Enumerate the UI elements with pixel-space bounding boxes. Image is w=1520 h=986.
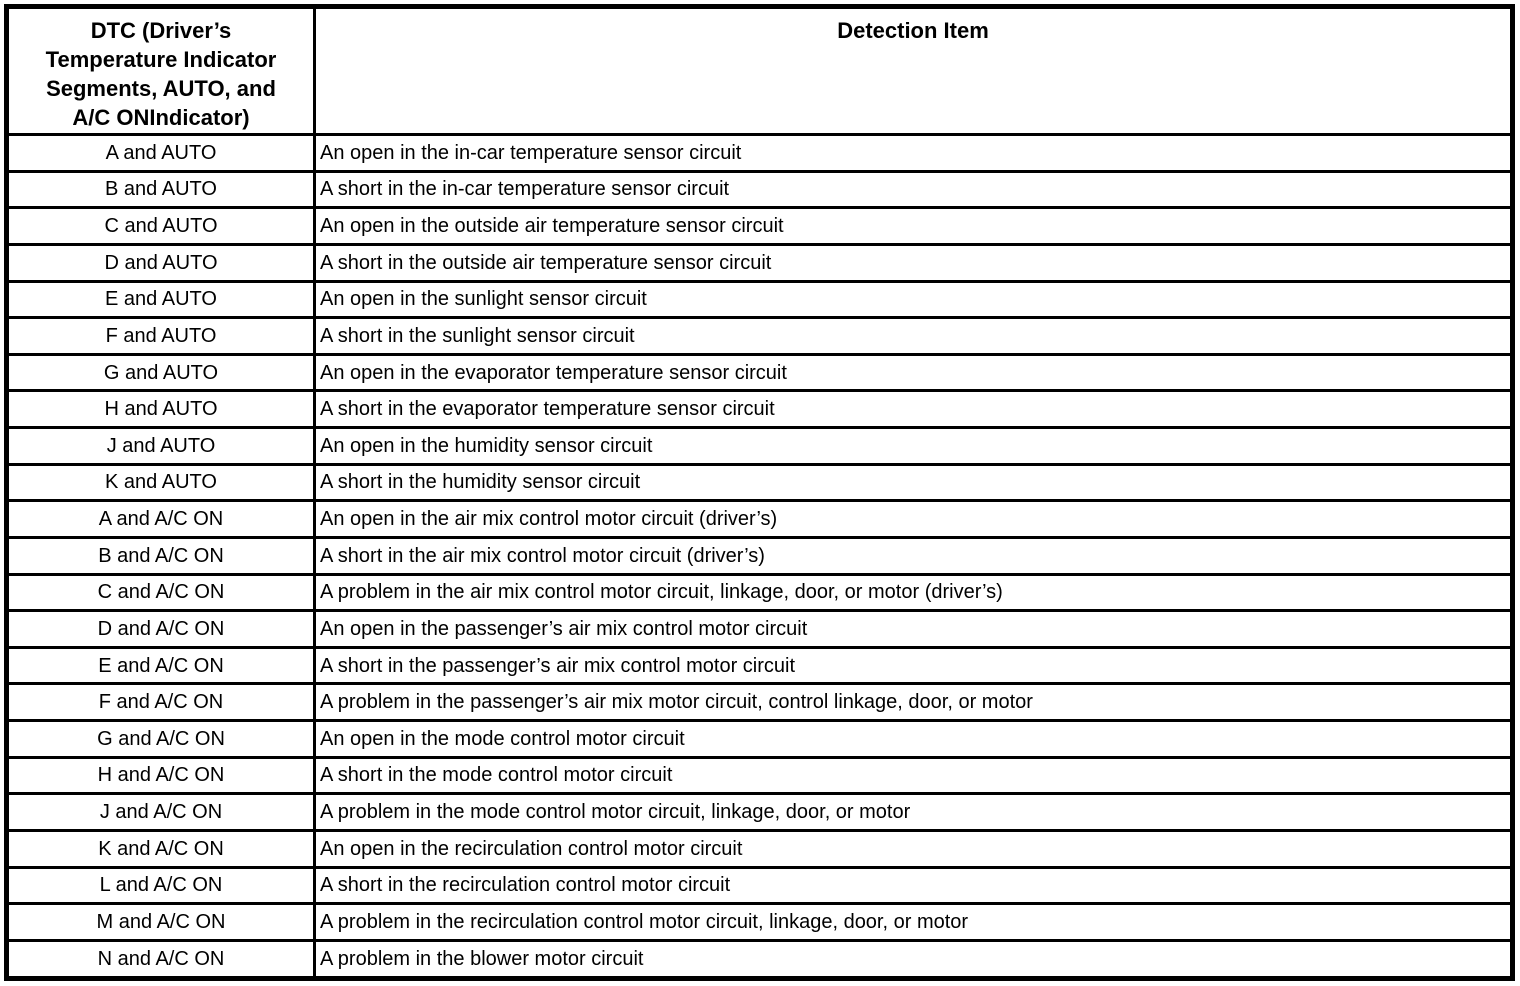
detection-item-cell: A problem in the air mix control motor c… [313,572,1514,613]
dtc-cell: E and AUTO [5,279,316,320]
table-row: A and A/C ON An open in the air mix cont… [5,499,1514,539]
detection-item-cell: An open in the mode control motor circui… [313,719,1514,759]
detection-item-cell: A short in the sunlight sensor circuit [313,316,1514,356]
detection-item-cell: A problem in the recirculation control m… [313,902,1514,942]
table-row: C and AUTO An open in the outside air te… [5,206,1514,246]
detection-item-cell: A short in the humidity sensor circuit [313,462,1514,503]
detection-item-cell: A short in the evaporator temperature se… [313,389,1514,429]
table-row: J and AUTO An open in the humidity senso… [5,426,1514,466]
dtc-detection-table-wrap: DTC (Driver’s Temperature Indicator Segm… [4,4,1515,981]
dtc-cell: E and A/C ON [5,645,316,686]
dtc-cell: N and A/C ON [5,938,316,981]
table-row: M and A/C ON A problem in the recirculat… [5,902,1514,942]
dtc-cell: G and A/C ON [5,719,316,759]
dtc-cell: D and AUTO [5,242,316,283]
detection-item-cell: A short in the passenger’s air mix contr… [313,645,1514,686]
dtc-cell: H and A/C ON [5,755,316,796]
table-row: E and AUTO An open in the sunlight senso… [5,279,1514,320]
table-row: L and A/C ON A short in the recirculatio… [5,865,1514,906]
dtc-cell: A and A/C ON [5,499,316,539]
detection-item-cell: An open in the air mix control motor cir… [313,499,1514,539]
detection-item-cell: A short in the outside air temperature s… [313,242,1514,283]
table-row: E and A/C ON A short in the passenger’s … [5,645,1514,686]
detection-item-cell: A problem in the blower motor circuit [313,938,1514,981]
detection-item-cell: A problem in the mode control motor circ… [313,792,1514,832]
detection-item-cell: An open in the in-car temperature sensor… [313,133,1514,173]
table-row: G and A/C ON An open in the mode control… [5,719,1514,759]
table-row: B and AUTO A short in the in-car tempera… [5,169,1514,210]
dtc-cell: G and AUTO [5,352,316,393]
dtc-cell: M and A/C ON [5,902,316,942]
dtc-cell: F and AUTO [5,316,316,356]
table-row: K and AUTO A short in the humidity senso… [5,462,1514,503]
detection-item-cell: A short in the in-car temperature sensor… [313,169,1514,210]
table-row: G and AUTO An open in the evaporator tem… [5,352,1514,393]
table-body: A and AUTO An open in the in-car tempera… [5,133,1514,981]
detection-item-cell: An open in the outside air temperature s… [313,206,1514,246]
table-row: D and AUTO A short in the outside air te… [5,242,1514,283]
detection-item-cell: A short in the recirculation control mot… [313,865,1514,906]
dtc-header-cell: DTC (Driver’s Temperature Indicator Segm… [5,5,316,136]
dtc-cell: C and A/C ON [5,572,316,613]
table-row: H and AUTO A short in the evaporator tem… [5,389,1514,429]
detection-item-header-cell: Detection Item [313,5,1514,136]
dtc-cell: A and AUTO [5,133,316,173]
detection-item-cell: An open in the recirculation control mot… [313,828,1514,869]
dtc-cell: J and A/C ON [5,792,316,832]
table-row: N and A/C ON A problem in the blower mot… [5,938,1514,981]
dtc-cell: D and A/C ON [5,609,316,649]
table-row: K and A/C ON An open in the recirculatio… [5,828,1514,869]
dtc-cell: H and AUTO [5,389,316,429]
table-row: F and AUTO A short in the sunlight senso… [5,316,1514,356]
table-row: D and A/C ON An open in the passenger’s … [5,609,1514,649]
dtc-cell: L and A/C ON [5,865,316,906]
detection-item-cell: An open in the evaporator temperature se… [313,352,1514,393]
dtc-cell: K and A/C ON [5,828,316,869]
dtc-cell: K and AUTO [5,462,316,503]
detection-item-cell: A short in the air mix control motor cir… [313,535,1514,576]
dtc-cell: B and A/C ON [5,535,316,576]
dtc-detection-table: DTC (Driver’s Temperature Indicator Segm… [4,4,1515,981]
dtc-cell: J and AUTO [5,426,316,466]
detection-item-cell: An open in the passenger’s air mix contr… [313,609,1514,649]
table-row: H and A/C ON A short in the mode control… [5,755,1514,796]
table-row: F and A/C ON A problem in the passenger’… [5,682,1514,722]
detection-item-cell: An open in the humidity sensor circuit [313,426,1514,466]
table-row: J and A/C ON A problem in the mode contr… [5,792,1514,832]
table-row: C and A/C ON A problem in the air mix co… [5,572,1514,613]
dtc-cell: B and AUTO [5,169,316,210]
detection-item-cell: A problem in the passenger’s air mix mot… [313,682,1514,722]
table-header-row: DTC (Driver’s Temperature Indicator Segm… [5,5,1514,136]
dtc-cell: F and A/C ON [5,682,316,722]
detection-item-cell: An open in the sunlight sensor circuit [313,279,1514,320]
table-row: A and AUTO An open in the in-car tempera… [5,133,1514,173]
table-row: B and A/C ON A short in the air mix cont… [5,535,1514,576]
detection-item-cell: A short in the mode control motor circui… [313,755,1514,796]
dtc-cell: C and AUTO [5,206,316,246]
